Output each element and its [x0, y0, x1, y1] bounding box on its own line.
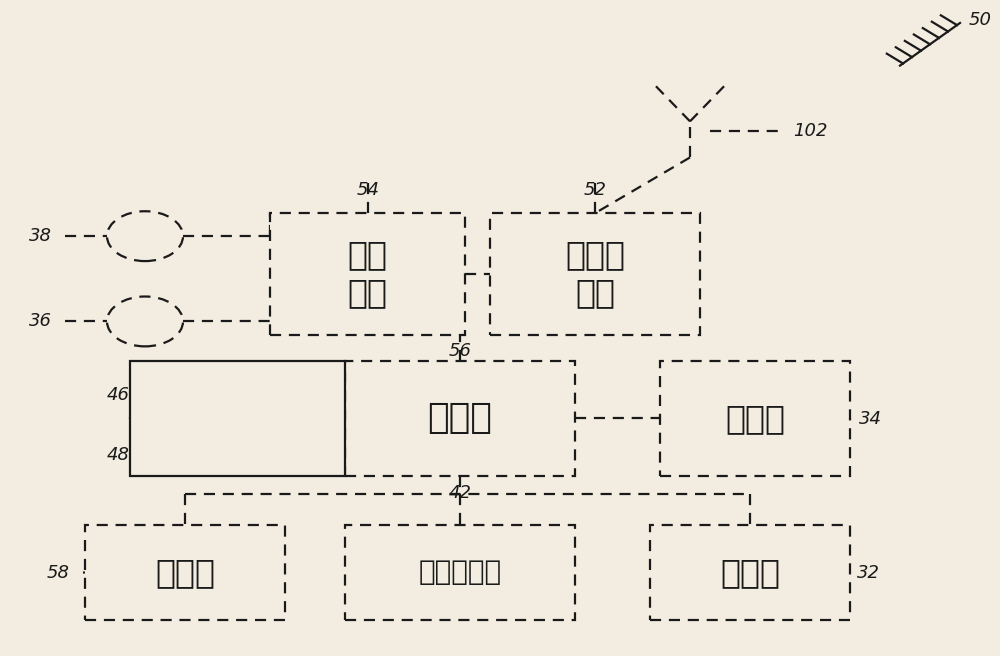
- Text: 102: 102: [793, 122, 827, 140]
- Text: 46: 46: [106, 386, 130, 404]
- Text: 50: 50: [968, 10, 992, 29]
- FancyBboxPatch shape: [345, 361, 575, 476]
- FancyBboxPatch shape: [490, 213, 700, 335]
- FancyBboxPatch shape: [660, 361, 850, 476]
- Text: 编解
码器: 编解 码器: [348, 238, 388, 310]
- Text: 58: 58: [46, 564, 70, 582]
- Text: 38: 38: [28, 227, 52, 245]
- Text: 存储器: 存储器: [155, 556, 215, 589]
- FancyBboxPatch shape: [345, 525, 575, 620]
- Text: 54: 54: [356, 181, 380, 199]
- FancyBboxPatch shape: [270, 213, 465, 335]
- Text: 52: 52: [584, 181, 606, 199]
- Text: 48: 48: [106, 445, 130, 464]
- Text: 无线电
接口: 无线电 接口: [565, 238, 625, 310]
- Text: 控制器: 控制器: [428, 401, 492, 435]
- Text: 红外线端口: 红外线端口: [418, 558, 502, 586]
- FancyBboxPatch shape: [650, 525, 850, 620]
- Text: 小键盘: 小键盘: [725, 401, 785, 435]
- Text: 34: 34: [858, 409, 882, 428]
- Text: 显示器: 显示器: [720, 556, 780, 589]
- Text: 56: 56: [448, 342, 472, 360]
- Circle shape: [107, 211, 183, 261]
- Circle shape: [107, 297, 183, 346]
- FancyBboxPatch shape: [130, 361, 345, 476]
- Text: 42: 42: [448, 484, 472, 502]
- Text: 36: 36: [28, 312, 52, 331]
- Text: 32: 32: [856, 564, 880, 582]
- FancyBboxPatch shape: [85, 525, 285, 620]
